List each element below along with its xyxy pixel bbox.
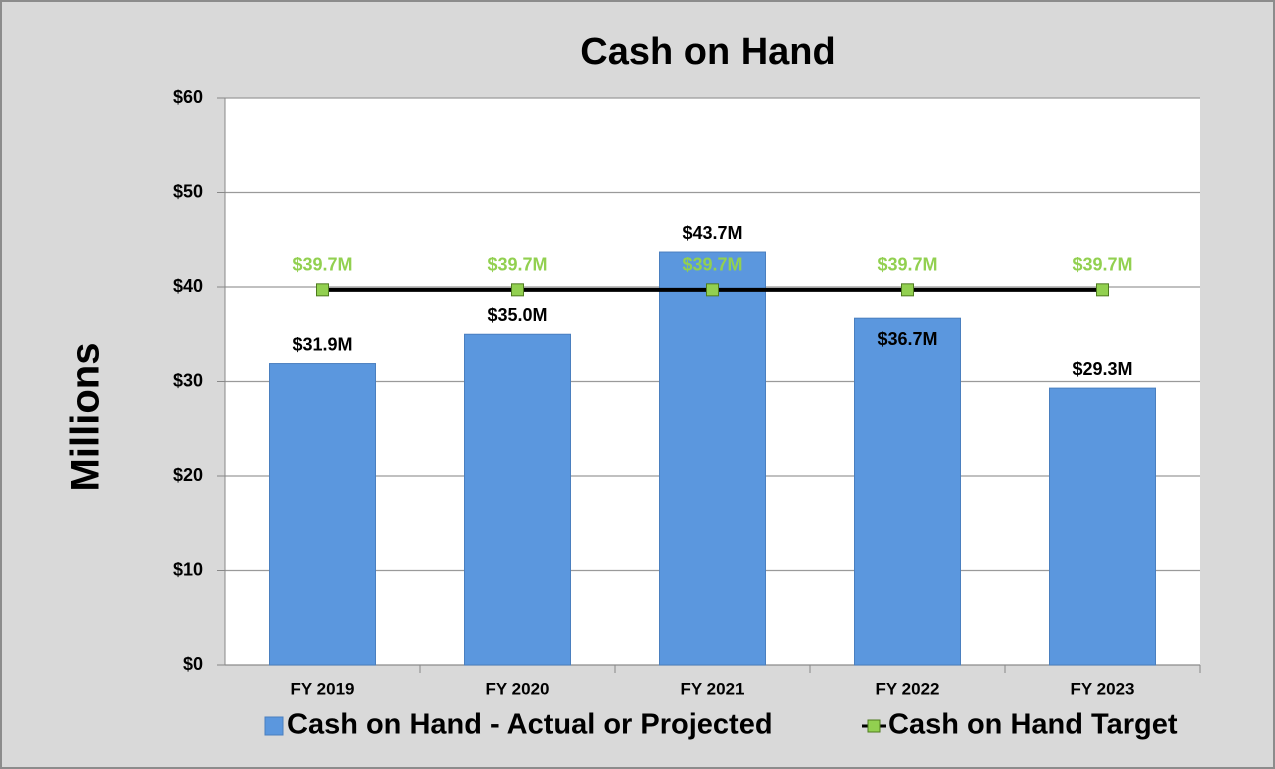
legend-swatch: [264, 716, 284, 736]
data-label: $29.3M: [1072, 359, 1132, 379]
data-label: $39.7M: [292, 255, 352, 275]
line-marker: [316, 283, 329, 297]
line-marker: [706, 283, 719, 297]
line-marker: [901, 283, 914, 297]
bar: [659, 251, 766, 666]
x-tick-label: FY 2023: [1071, 679, 1135, 698]
y-tick-label: $0: [183, 654, 203, 674]
data-label: $39.7M: [877, 255, 937, 275]
line-marker: [511, 283, 524, 297]
data-label: $31.9M: [292, 334, 352, 354]
bar: [854, 317, 961, 666]
line-marker: [1096, 283, 1109, 297]
bar: [1049, 387, 1156, 666]
legend-label: Cash on Hand Target: [888, 709, 1178, 741]
data-label: $39.7M: [1072, 255, 1132, 275]
data-label: $39.7M: [487, 255, 547, 275]
data-label: $43.7M: [682, 223, 742, 243]
x-tick-label: FY 2022: [876, 679, 940, 698]
y-tick-label: $60: [173, 87, 203, 107]
y-tick-label: $30: [173, 370, 203, 390]
y-tick-label: $40: [173, 276, 203, 296]
data-label: $35.0M: [487, 305, 547, 325]
bar: [464, 333, 571, 666]
x-tick-label: FY 2021: [681, 679, 745, 698]
legend-swatch: [867, 719, 881, 733]
chart-title: Cash on Hand: [580, 31, 835, 73]
x-tick-label: FY 2019: [291, 679, 355, 698]
y-axis-title: Millions: [64, 343, 108, 492]
y-tick-label: $50: [173, 181, 203, 201]
y-tick-label: $20: [173, 465, 203, 485]
legend-label: Cash on Hand - Actual or Projected: [287, 709, 773, 741]
data-label: $36.7M: [877, 329, 937, 349]
data-label: $39.7M: [682, 255, 742, 275]
bar: [269, 363, 376, 666]
y-tick-label: $10: [173, 559, 203, 579]
x-tick-label: FY 2020: [486, 679, 550, 698]
